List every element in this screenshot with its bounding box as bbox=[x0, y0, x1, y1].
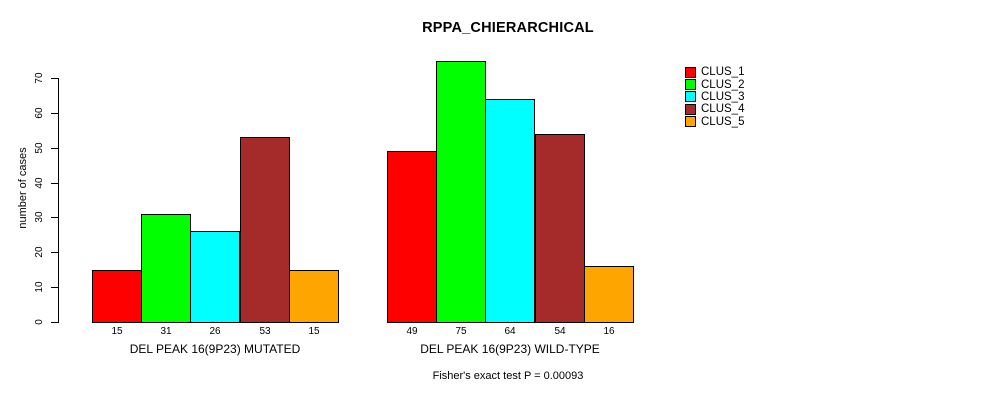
bar-clus_3-group2 bbox=[485, 99, 535, 323]
bar-clus_1-group2 bbox=[387, 151, 437, 323]
group-label: DEL PEAK 16(9P23) WILD-TYPE bbox=[420, 342, 600, 356]
group-label: DEL PEAK 16(9P23) MUTATED bbox=[129, 342, 301, 356]
y-axis-tick bbox=[51, 252, 59, 253]
bar-value-label: 31 bbox=[160, 326, 172, 337]
y-axis-tick bbox=[51, 78, 59, 79]
legend-label: CLUS_1 bbox=[701, 66, 745, 79]
bar-value-label: 15 bbox=[111, 326, 123, 337]
legend-swatch-icon bbox=[685, 91, 696, 103]
y-axis-tick bbox=[51, 113, 59, 114]
y-tick-label: 70 bbox=[34, 72, 45, 84]
legend-label: CLUS_5 bbox=[701, 115, 745, 128]
bar-clus_2-group1 bbox=[141, 214, 191, 323]
y-tick-label: 40 bbox=[34, 177, 45, 189]
y-tick-label: 0 bbox=[34, 319, 45, 325]
y-axis-tick bbox=[51, 287, 59, 288]
bar-value-label: 15 bbox=[308, 326, 320, 337]
legend-label: CLUS_3 bbox=[701, 90, 745, 103]
bar-clus_4-group2 bbox=[535, 134, 585, 323]
y-tick-label: 10 bbox=[34, 281, 45, 293]
y-axis-label: number of cases bbox=[17, 147, 29, 229]
y-axis-tick bbox=[51, 322, 59, 323]
y-tick-label: 60 bbox=[34, 107, 45, 119]
bar-value-label: 53 bbox=[259, 326, 271, 337]
bar-clus_1-group1 bbox=[92, 270, 142, 323]
legend-swatch-icon bbox=[685, 79, 696, 91]
y-tick-label: 50 bbox=[34, 142, 45, 154]
bar-value-label: 16 bbox=[603, 326, 615, 337]
y-tick-label: 20 bbox=[34, 246, 45, 258]
bar-clus_5-group1 bbox=[289, 270, 339, 323]
y-axis-tick bbox=[51, 148, 59, 149]
legend-row: CLUS_5 bbox=[685, 116, 744, 128]
legend-row: CLUS_2 bbox=[685, 78, 745, 91]
legend: CLUS_1 CLUS_2 CLUS_3 CLUS_4 CLUS_5 bbox=[685, 66, 744, 128]
bar-clus_4-group1 bbox=[240, 137, 290, 323]
bar-value-label: 49 bbox=[406, 326, 418, 337]
y-axis-tick bbox=[51, 183, 59, 184]
footer-caption: Fisher's exact test P = 0.00093 bbox=[432, 370, 584, 382]
bar-clus_3-group1 bbox=[190, 231, 240, 323]
chart-title: RPPA_CHIERARCHICAL bbox=[422, 20, 594, 36]
y-axis-tick bbox=[51, 217, 59, 218]
bar-value-label: 26 bbox=[209, 326, 221, 337]
legend-label: CLUS_4 bbox=[701, 103, 745, 116]
legend-swatch-icon bbox=[685, 66, 696, 78]
legend-row: CLUS_4 bbox=[685, 103, 744, 115]
legend-row: CLUS_1 bbox=[685, 66, 744, 78]
bar-value-label: 75 bbox=[455, 326, 467, 337]
y-axis-line bbox=[58, 78, 59, 323]
legend-row: CLUS_3 bbox=[685, 91, 744, 103]
bar-clus_2-group2 bbox=[436, 61, 486, 323]
bar-value-label: 54 bbox=[554, 326, 566, 337]
legend-label: CLUS_2 bbox=[701, 78, 745, 91]
legend-swatch-icon bbox=[685, 116, 696, 128]
y-tick-label: 30 bbox=[34, 211, 45, 223]
bar-clus_5-group2 bbox=[584, 266, 634, 323]
bar-value-label: 64 bbox=[504, 326, 516, 337]
legend-swatch-icon bbox=[685, 103, 696, 115]
